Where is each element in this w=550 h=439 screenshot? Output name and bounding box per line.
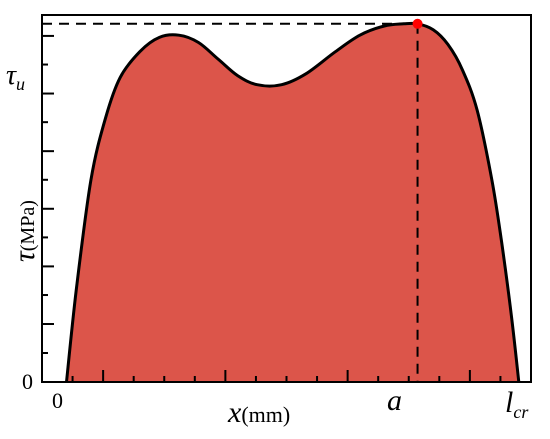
- x-special-label-lcr: lcr: [505, 386, 529, 422]
- y-special-label-tau-u: τu: [6, 60, 25, 94]
- area-fill: [66, 23, 519, 382]
- x-axis-label: x(mm): [227, 396, 290, 429]
- y-axis-label: τ(MPa): [8, 200, 41, 262]
- plot-frame: [41, 14, 532, 383]
- peak-point: [412, 18, 423, 29]
- x-tick-label-0: 0: [52, 388, 63, 413]
- y-tick-label-0: 0: [22, 369, 33, 394]
- x-special-label-a: a: [387, 384, 402, 417]
- series-line: [65, 21, 521, 383]
